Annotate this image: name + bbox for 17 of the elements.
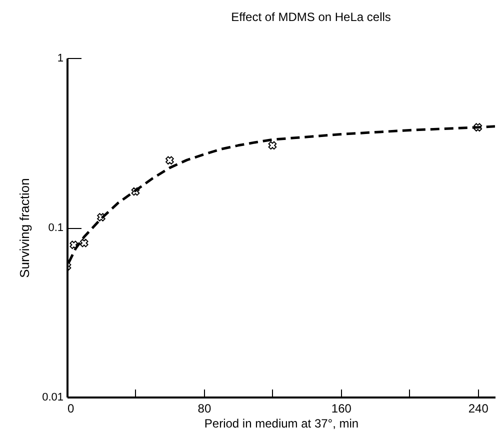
point — [268, 141, 277, 150]
point — [166, 156, 174, 165]
point — [131, 187, 140, 196]
y-axis-title: Surviving fraction — [17, 178, 32, 278]
point — [474, 123, 482, 132]
point — [80, 238, 88, 248]
y-tick-label: 0.01 — [42, 392, 64, 404]
x-tick-label: 0 — [68, 402, 74, 416]
y-tick-label: 1 — [57, 52, 64, 64]
point — [97, 213, 106, 222]
point — [70, 240, 78, 250]
y-tick-label: 0.1 — [48, 222, 64, 234]
x-axis-title: Period in medium at 37°, min — [204, 416, 359, 430]
x-tick-label: 240 — [468, 402, 489, 416]
x-tick-label: 160 — [331, 402, 352, 416]
chart-title: Effect of MDMS on HeLa cells — [231, 10, 391, 24]
x-tick-label: 80 — [198, 402, 212, 416]
